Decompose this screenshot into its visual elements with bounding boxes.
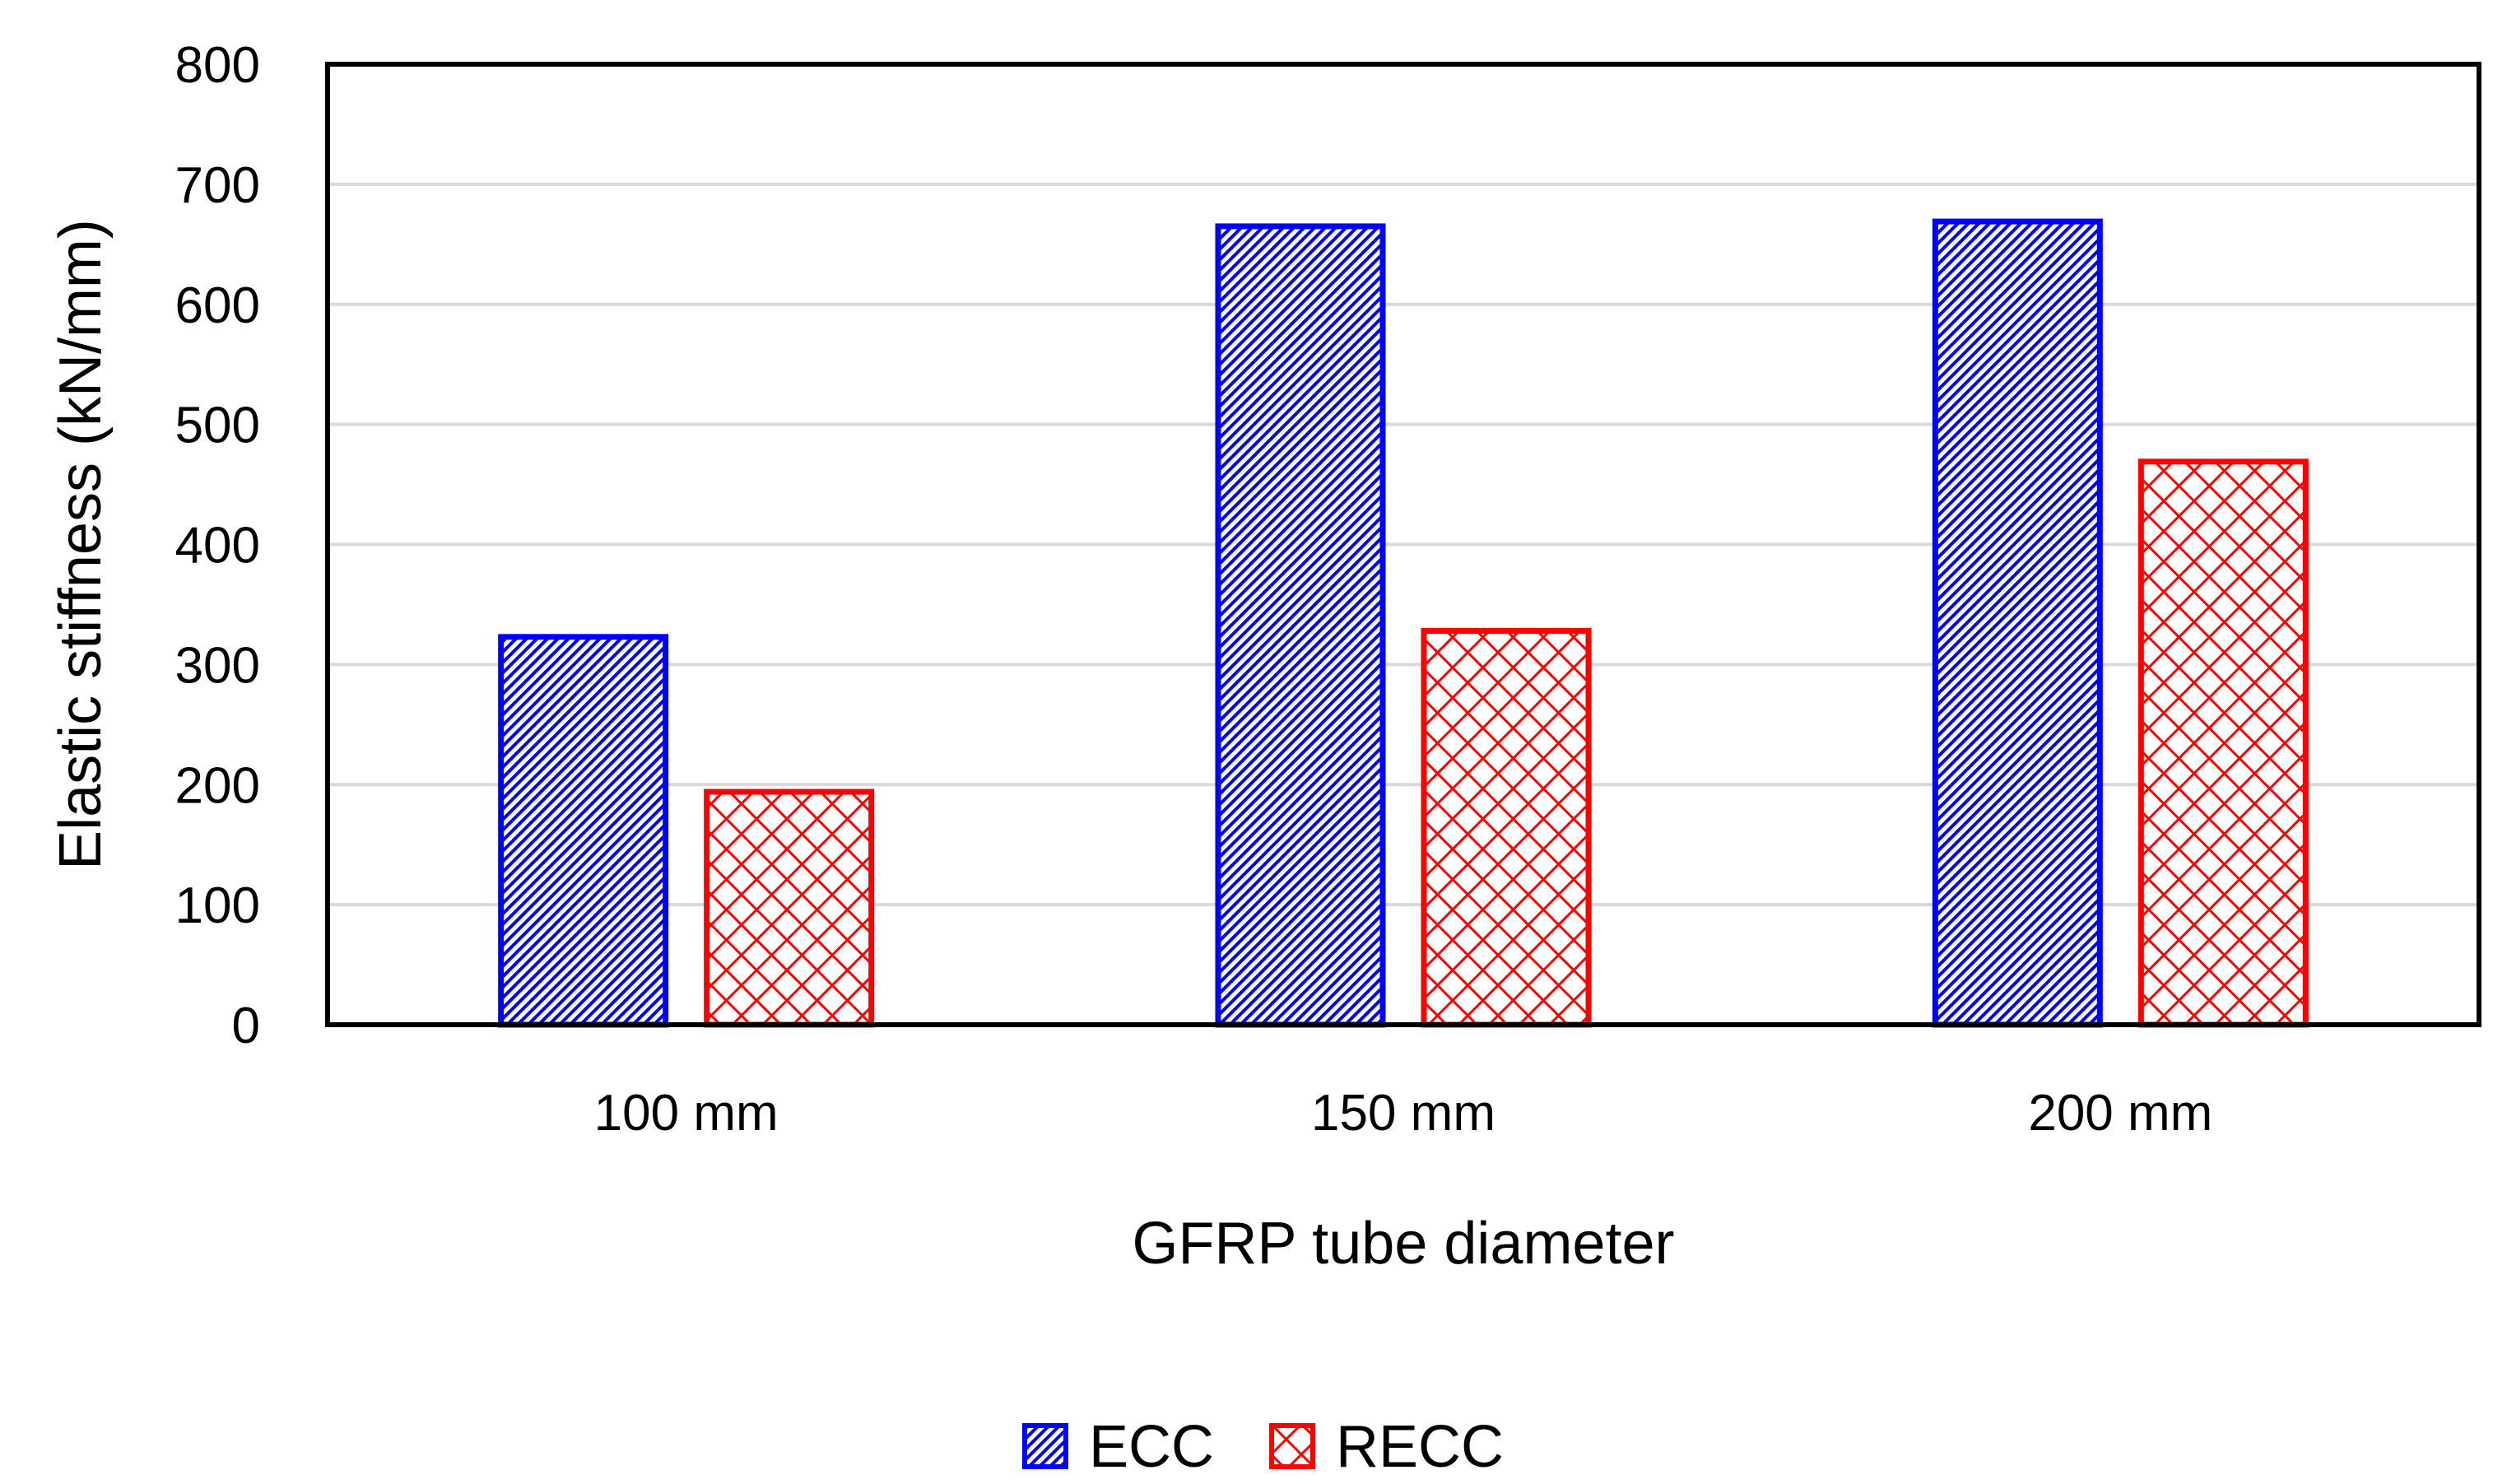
y-tick-label: 0 <box>232 998 260 1054</box>
legend-item-recc: RECC <box>1269 1414 1504 1480</box>
x-axis-ticks: 100 mm 150 mm 200 mm <box>594 1085 2213 1142</box>
y-tick-label: 400 <box>175 518 260 575</box>
y-tick-label: 500 <box>175 398 260 454</box>
legend-label: RECC <box>1336 1414 1504 1480</box>
y-axis-title: Elastic stiffness (kN/mm) <box>48 219 114 870</box>
x-tick-label: 150 mm <box>1311 1085 1495 1142</box>
y-tick-label: 800 <box>175 37 260 94</box>
y-tick-label: 600 <box>175 277 260 334</box>
gridlines <box>328 182 2479 907</box>
x-tick-label: 200 mm <box>2028 1085 2212 1142</box>
bars <box>498 218 2309 1028</box>
legend-swatch-recc <box>1269 1423 1315 1469</box>
y-tick-label: 300 <box>175 637 260 694</box>
bar-ecc-3 <box>1932 218 2103 1028</box>
y-tick-label: 200 <box>175 757 260 814</box>
legend-swatch-ecc <box>1022 1423 1068 1469</box>
bar-recc-1 <box>704 789 875 1028</box>
y-tick-label: 100 <box>175 877 260 934</box>
y-axis-ticks: 0 100 200 300 400 500 600 700 800 <box>175 37 260 1054</box>
bar-ecc-2 <box>1215 223 1386 1028</box>
legend: ECC RECC <box>1022 1414 1504 1480</box>
x-tick-label: 100 mm <box>594 1085 779 1142</box>
plot-area-frame <box>325 62 2481 1027</box>
y-tick-label: 700 <box>175 157 260 214</box>
x-axis-title: GFRP tube diameter <box>1133 1211 1675 1277</box>
legend-item-ecc: ECC <box>1022 1414 1214 1480</box>
legend-label: ECC <box>1089 1414 1214 1480</box>
bar-recc-2 <box>1421 628 1592 1028</box>
bar-recc-3 <box>2137 458 2309 1028</box>
bar-ecc-1 <box>498 634 669 1028</box>
